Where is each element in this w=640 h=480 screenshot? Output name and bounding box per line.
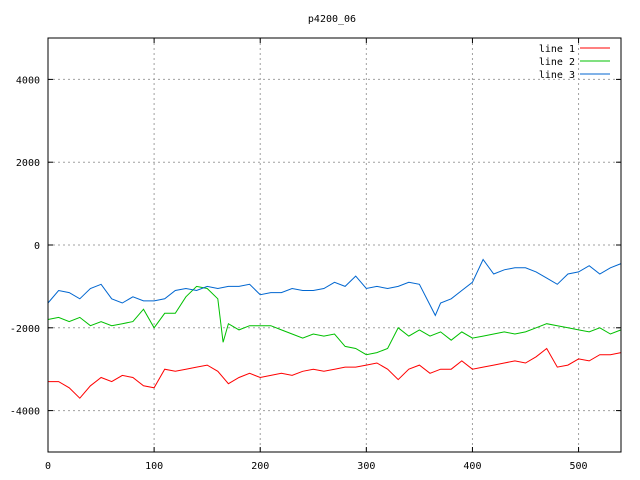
x-tick-label: 200	[251, 461, 269, 472]
legend: line 1 line 2 line 3	[539, 44, 610, 81]
y-tick-label: 4000	[16, 75, 40, 86]
chart-title: p4200_06	[308, 14, 356, 25]
series-line-1	[48, 347, 622, 399]
series-group	[47, 258, 622, 399]
x-tick-label: 500	[570, 461, 588, 472]
legend-label-2: line 2	[539, 57, 575, 68]
legend-label-1: line 1	[539, 44, 575, 55]
legend-label-3: line 3	[539, 70, 575, 81]
grid	[48, 38, 621, 452]
y-tick-label: -2000	[10, 324, 40, 335]
y-tick-label: 2000	[16, 158, 40, 169]
x-tick-label: 300	[357, 461, 375, 472]
x-tick-label: 0	[45, 461, 51, 472]
series-line-3	[47, 258, 622, 317]
series-line-2	[47, 285, 622, 356]
y-tick-label: 0	[34, 241, 40, 252]
x-tick-label: 100	[145, 461, 163, 472]
x-tick-label: 400	[463, 461, 481, 472]
ticks: 0 100 200 300 400 500 -4000 -2000 0 2000 4000	[10, 38, 621, 472]
y-tick-label: -4000	[10, 407, 40, 418]
